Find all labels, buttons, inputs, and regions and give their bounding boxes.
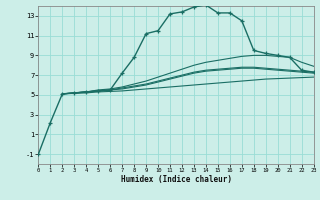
X-axis label: Humidex (Indice chaleur): Humidex (Indice chaleur) (121, 175, 231, 184)
